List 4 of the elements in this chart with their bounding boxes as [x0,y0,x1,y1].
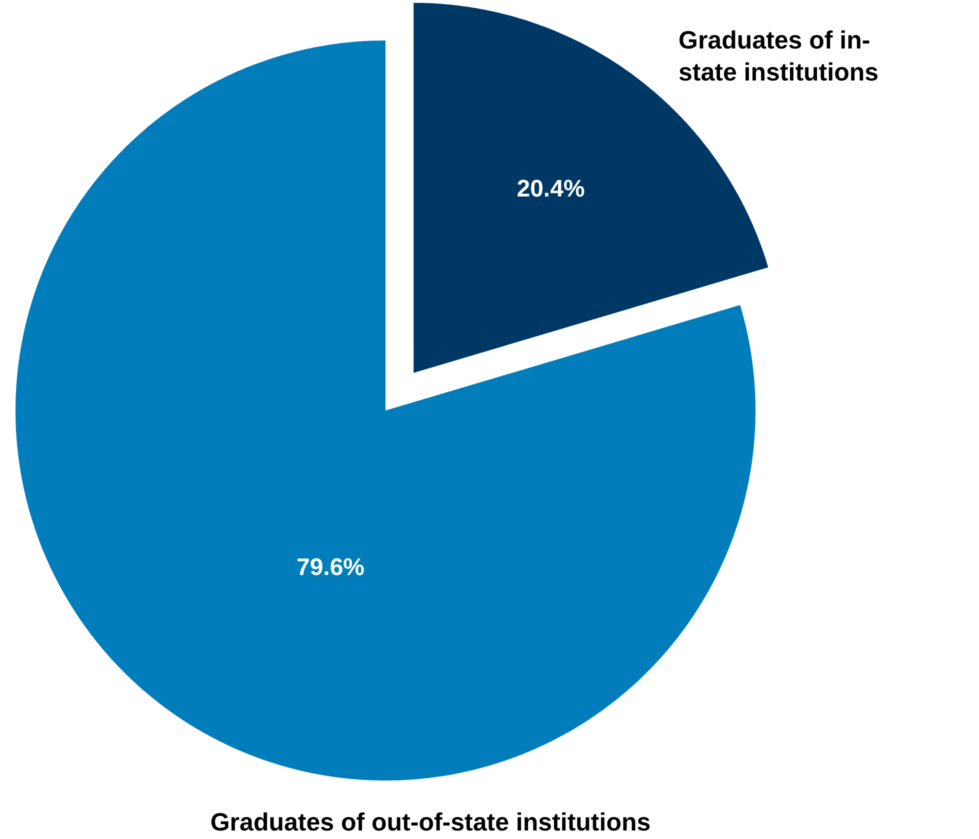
data-label: 79.6% [296,554,365,581]
slice-label: Graduates of out-of-state institutions [210,808,651,836]
data-label: 20.4% [516,175,585,202]
slice-label: Graduates of in- state institutions [678,26,879,86]
